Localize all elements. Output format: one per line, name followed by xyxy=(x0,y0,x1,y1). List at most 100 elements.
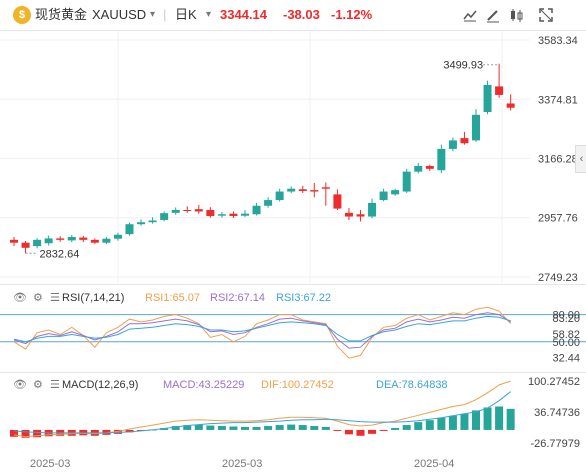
macd-histogram-bar xyxy=(356,429,365,436)
macd-histogram-bar xyxy=(472,410,480,430)
time-axis-label: 2025-03 xyxy=(222,458,263,470)
macd-menu-icon[interactable]: ☰ xyxy=(50,379,60,391)
macd-value: MACD:43.25229 xyxy=(163,379,245,391)
candle-body xyxy=(425,165,434,169)
macd-histogram-bar xyxy=(241,427,249,430)
indicators-icon[interactable] xyxy=(460,5,480,25)
candle-body xyxy=(379,191,388,201)
candle-body xyxy=(391,190,400,195)
macd-visibility-eye-icon[interactable]: 👁 xyxy=(13,379,27,391)
candle-body xyxy=(298,189,307,191)
macd-histogram-bar xyxy=(21,429,30,438)
macd-histogram-bar xyxy=(460,413,469,430)
candle-body xyxy=(437,148,446,171)
candle-body xyxy=(125,224,134,235)
candle-body xyxy=(171,210,180,213)
price-axis-tick: 3583.34 xyxy=(538,35,578,47)
macd-histogram-bar xyxy=(206,425,215,430)
macd-histogram-bar xyxy=(344,429,353,435)
rsi-axis-tick: 83.20 xyxy=(552,313,580,325)
candle-body xyxy=(160,213,169,220)
price-pane[interactable]: 3583.34 3374.81 3166.28 2957.76 2749.23 3499.… xyxy=(0,31,586,284)
candlestick-chart[interactable]: 3583.34 3374.81 3166.28 2957.76 2749.23 3499.… xyxy=(0,31,586,284)
rsi-menu-icon[interactable]: ☰ xyxy=(50,292,60,304)
rsi-settings-gear-icon[interactable]: ⚙ xyxy=(33,292,43,304)
candle-body xyxy=(414,165,423,172)
candle-body xyxy=(506,103,515,108)
period-dropdown-chevron-icon[interactable]: ▾ xyxy=(206,9,212,20)
candle-body xyxy=(333,194,342,209)
macd-histogram-bar xyxy=(102,429,111,435)
symbol-dropdown-chevron-icon[interactable]: ▾ xyxy=(150,9,156,20)
dif-value: DIF:100.27452 xyxy=(261,379,334,391)
draw-pencil-icon[interactable] xyxy=(483,5,503,25)
candle-body xyxy=(275,191,284,201)
candle-body xyxy=(252,205,261,215)
rsi-visibility-eye-icon[interactable]: 👁 xyxy=(13,292,27,304)
macd-axis-tick: 36.74736 xyxy=(534,407,580,419)
candle-body xyxy=(194,209,203,212)
candle-body xyxy=(206,210,215,216)
rsi3-value: RSI3:67.22 xyxy=(276,292,332,304)
macd-axis-tick: 100.27452 xyxy=(528,376,580,388)
instrument-name[interactable]: 现货黄金 xyxy=(35,7,88,22)
macd-histogram-bar xyxy=(10,429,18,437)
symbol-code[interactable]: XAUUSD xyxy=(92,7,147,22)
candle-body xyxy=(148,220,157,223)
macd-histogram-bar xyxy=(264,426,273,430)
macd-histogram-bar xyxy=(310,426,319,430)
rsi-axis-tick: 58.82 xyxy=(552,329,580,341)
candle-body xyxy=(472,114,480,141)
candle-body xyxy=(310,190,319,192)
fullscreen-icon[interactable] xyxy=(536,5,556,25)
macd-histogram-bar xyxy=(425,420,434,430)
period-selector[interactable]: 日K xyxy=(175,7,197,22)
low-annotation: 2832.64 xyxy=(40,248,80,260)
macd-histogram-bar xyxy=(33,429,42,438)
high-annotation: 3499.93 xyxy=(443,60,483,72)
candle-body xyxy=(79,237,88,240)
divider: | xyxy=(163,7,167,22)
macd-histogram-bar xyxy=(391,427,400,430)
candle-body xyxy=(67,237,76,241)
candle-body xyxy=(44,238,53,244)
macd-histogram-bar xyxy=(217,426,226,430)
gold-logo-icon: $ xyxy=(13,6,31,24)
rsi-axis-tick: 50.00 xyxy=(552,337,580,349)
chart-type-candle-icon[interactable] xyxy=(506,5,526,25)
candle-body xyxy=(368,202,377,217)
candle-body xyxy=(102,238,111,243)
macd-histogram-bar xyxy=(402,425,411,430)
rsi1-value: RSI1:65.07 xyxy=(145,292,201,304)
macd-histogram-bar xyxy=(321,427,330,430)
rsi1-line xyxy=(13,306,512,359)
candle-body xyxy=(460,138,469,144)
macd-chart: 100.27452 36.74736 -26.77979 xyxy=(10,376,580,450)
dea-line xyxy=(13,391,512,434)
price-axis-tick: 3374.81 xyxy=(538,94,578,106)
candle-body xyxy=(264,200,273,206)
price-axis-tick: 3166.28 xyxy=(538,154,578,166)
candle-body xyxy=(21,242,30,248)
macd-histogram-bar xyxy=(298,425,307,430)
candle-body xyxy=(113,234,122,239)
candle-body xyxy=(448,140,457,149)
macd-histogram-bar xyxy=(194,424,203,430)
dif-line xyxy=(13,380,511,438)
macd-histogram-bar xyxy=(448,415,457,430)
macd-settings-gear-icon[interactable]: ⚙ xyxy=(33,379,43,391)
macd-histogram-bar xyxy=(125,429,134,433)
rsi-pane: 80.00 83.20 58.82 50.00 32.44 👁 ⚙ ☰ RSI(7,14… xyxy=(0,284,586,373)
rsi2-value: RSI2:67.14 xyxy=(210,292,266,304)
macd-histogram-bar xyxy=(483,407,492,430)
candle-body xyxy=(56,238,65,240)
candle-body xyxy=(137,222,146,225)
candle-body xyxy=(217,214,226,216)
price-change-percent: -1.12% xyxy=(331,7,373,22)
price-change: -38.03 xyxy=(283,7,320,22)
macd-histogram-bar xyxy=(414,422,423,430)
collapse-panel-arrow-icon[interactable]: ‹ xyxy=(575,145,586,173)
macd-histogram-bar xyxy=(379,429,388,431)
candle-body xyxy=(229,213,238,216)
